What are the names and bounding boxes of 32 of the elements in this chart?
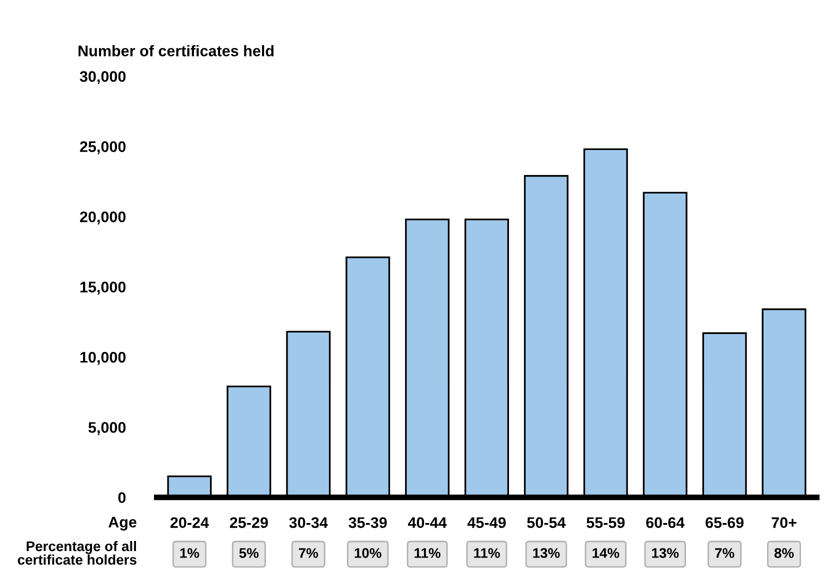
x-tick-label: 50-54 [527,517,566,528]
text: 11% [414,548,440,558]
text: 7% [715,548,734,558]
x-tick-label: 30-34 [289,517,328,528]
x-tick-label: 35-39 [348,517,387,528]
y-tick-label: 25,000 [80,141,126,154]
x-tick-label: 70+ [772,517,796,528]
x-tick-label: 55-59 [586,517,625,528]
text: Percentage of all certificate holders [18,540,136,565]
text: 13% [533,548,560,558]
x-tick-label: 40-44 [408,517,447,528]
y-tick-label: 15,000 [80,282,126,295]
y-tick-label: 5,000 [88,422,126,436]
x-tick-label: 20-24 [170,517,209,528]
text: 13% [652,548,679,558]
text: 8% [774,548,794,558]
text: 5% [239,548,259,558]
text: 11% [474,548,500,558]
x-tick-label: 60-64 [646,517,685,528]
text: 14% [592,548,620,558]
x-tick-label: 65-69 [706,517,744,528]
text: 10% [354,548,382,558]
y-tick-label: 0 [118,492,126,504]
x-tick-label: 25-29 [230,517,268,528]
y-tick-label: 30,000 [80,71,126,84]
y-axis-title: Number of certificates held [78,45,274,56]
y-tick-label: 10,000 [80,352,126,365]
x-axis-title: Age [108,516,136,531]
text: 7% [298,548,318,558]
y-tick-label: 20,000 [80,211,126,224]
text: 1% [180,548,200,558]
x-tick-label: 45-49 [467,517,506,528]
